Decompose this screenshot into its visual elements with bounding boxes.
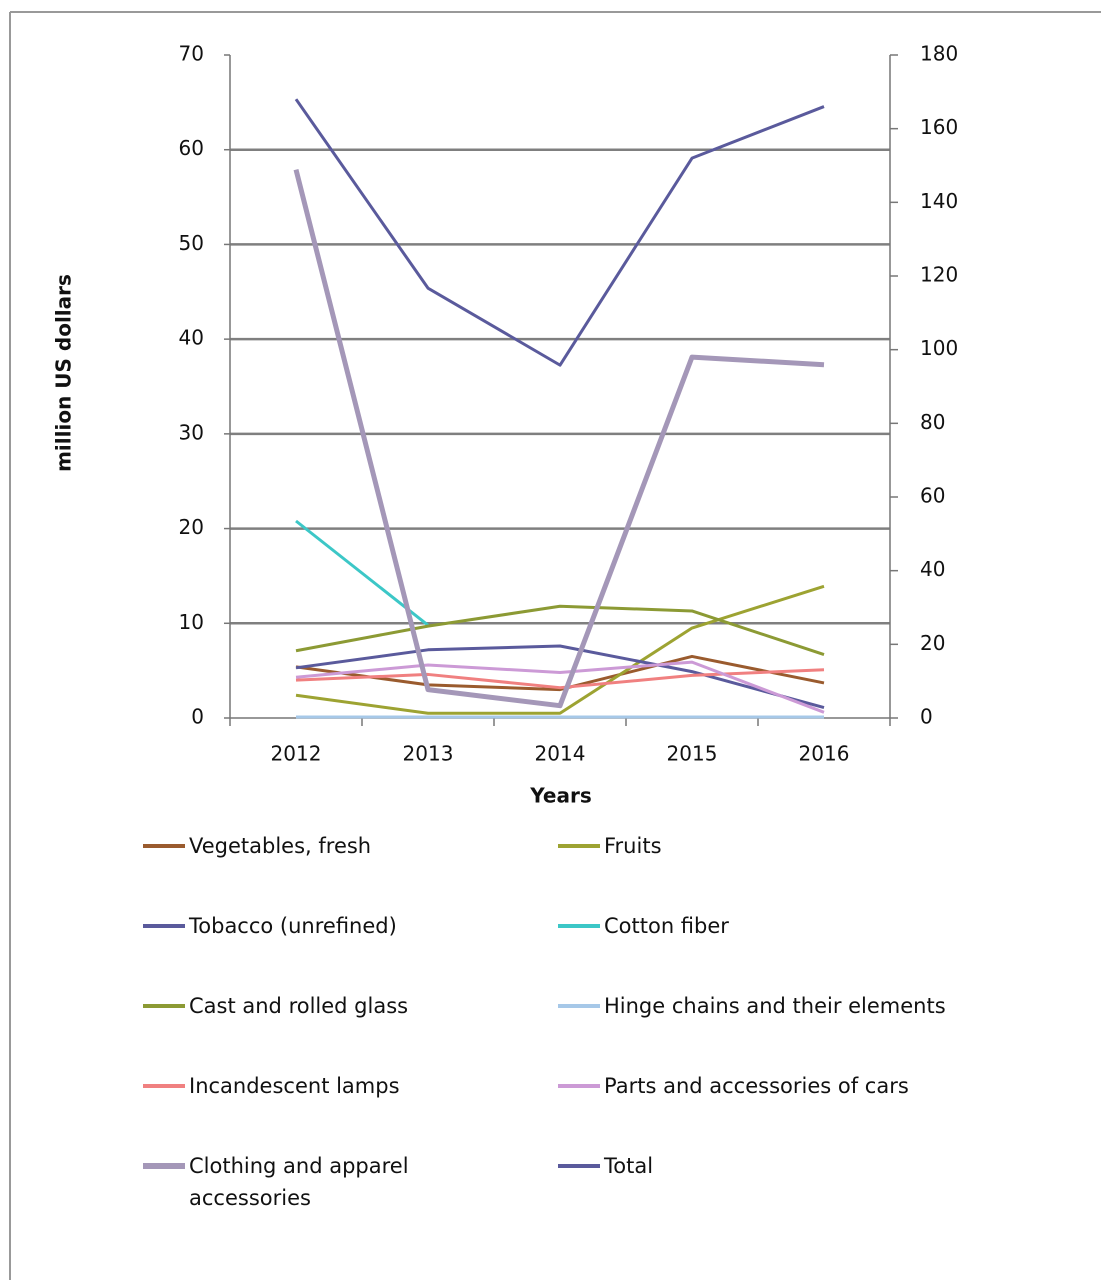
y2-tick-label: 100: [920, 336, 958, 360]
legend-swatch: [558, 844, 600, 848]
x-tick-label: 2015: [667, 742, 718, 766]
legend-swatch: [143, 924, 185, 928]
y2-tick-label: 20: [920, 631, 945, 655]
y-tick-label: 60: [179, 136, 204, 160]
y-tick-label: 70: [179, 42, 204, 66]
legend-label: Vegetables, fresh: [189, 834, 372, 858]
y-tick-label: 20: [179, 515, 204, 539]
x-tick-label: 2013: [403, 742, 454, 766]
y2-tick-label: 40: [920, 557, 945, 581]
series-line: [295, 668, 825, 690]
y-tick-label: 40: [179, 326, 204, 350]
series-line: [295, 654, 825, 692]
series-line: [295, 660, 825, 714]
legend-label: Clothing and apparel accessories: [189, 1154, 409, 1210]
legend-label: Cotton fiber: [604, 914, 729, 938]
legend-swatch: [143, 1163, 185, 1169]
x-tick-label: 2016: [799, 742, 850, 766]
y2-tick-label: 160: [920, 115, 958, 139]
legend-label: Hinge chains and their elements: [604, 994, 946, 1018]
y2-tick-label: 180: [920, 42, 958, 66]
y-tick-label: 50: [179, 231, 204, 255]
legend-label: Total: [604, 1154, 654, 1178]
legend-label: Incandescent lamps: [189, 1074, 400, 1098]
series-line: [295, 604, 825, 656]
y2-tick-label: 140: [920, 189, 958, 213]
legend-swatch: [558, 924, 600, 928]
series-line: [295, 644, 825, 710]
legend-swatch: [143, 1084, 185, 1088]
y-axis-title: million US dollars: [52, 274, 76, 472]
series-line: [294, 98, 825, 367]
y2-tick-label: 0: [920, 705, 933, 729]
y-tick-label: 30: [179, 420, 204, 444]
legend-swatch: [558, 1164, 600, 1168]
series-line: [293, 168, 825, 709]
x-tick-label: 2012: [271, 742, 322, 766]
legend-swatch: [558, 1004, 600, 1008]
legend-swatch: [558, 1084, 600, 1088]
y2-tick-label: 60: [920, 484, 945, 508]
y-tick-label: 0: [191, 705, 204, 729]
legend-label: Tobacco (unrefined): [189, 914, 397, 938]
y2-tick-label: 80: [920, 410, 945, 434]
legend-swatch: [143, 844, 185, 848]
series-line: [295, 584, 825, 715]
legend-label: Cast and rolled glass: [189, 994, 409, 1018]
x-axis-title: Years: [529, 784, 591, 808]
legend-swatch: [143, 1004, 185, 1008]
legend-label: Parts and accessories of cars: [604, 1074, 909, 1098]
y-tick-label: 10: [179, 610, 204, 634]
y2-tick-label: 120: [920, 263, 958, 287]
legend-label: Fruits: [604, 834, 662, 858]
x-tick-label: 2014: [535, 742, 586, 766]
